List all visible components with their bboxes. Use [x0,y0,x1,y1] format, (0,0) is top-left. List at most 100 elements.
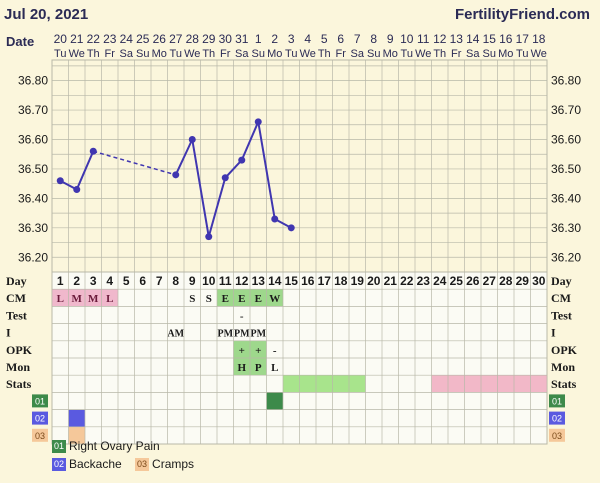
temp-line-segment [240,121,260,161]
opk-value: + [255,345,261,357]
monitor-cell-fill [233,358,250,376]
cm-value: E [222,293,229,305]
row-label-left: CM [6,291,26,305]
cm-value: S [206,293,212,305]
ytick-right: 36.30 [551,221,581,235]
weekday-label: Fr [336,48,347,60]
stats-pink-cell [431,375,448,393]
cycle-day: 7 [156,274,163,288]
weekday-label: Sa [351,48,365,60]
stats-green-cell [349,375,366,393]
weekday-label: We [69,48,85,60]
weekday-label: Tu [54,48,66,60]
date-label: 9 [387,32,394,46]
temp-line-segment [207,177,227,237]
opk-value: - [273,345,277,357]
weekday-label: Th [433,48,446,60]
symptom-code-right: 01 [552,396,562,406]
row-label-left: I [6,326,11,340]
chart-date: Jul 20, 2021 [4,6,89,23]
date-label: 16 [499,32,513,46]
weekday-label: Fr [105,48,116,60]
cycle-day: 14 [268,274,282,288]
cm-value: M [72,293,83,305]
ytick-left: 36.70 [18,103,48,117]
legend-swatch-03: 03 [135,457,150,471]
temp-point [205,233,213,241]
cycle-day: 29 [516,274,530,288]
date-label: 5 [321,32,328,46]
monitor-value: H [237,362,246,374]
temp-point [73,186,81,194]
cm-value: L [106,293,113,305]
stats-pink-cell [481,375,498,393]
date-label: 27 [169,32,183,46]
date-label: 24 [120,32,134,46]
site-name[interactable]: FertilityFriend.com [454,6,590,23]
cycle-day: 28 [499,274,513,288]
weekday-label: We [415,48,431,60]
cm-value: E [255,293,262,305]
cycle-day: 27 [483,274,497,288]
intercourse-value: AM [167,329,184,340]
cm-cell-fill [233,289,250,307]
cycle-day: 20 [367,274,381,288]
opk-value: + [239,345,245,357]
legend-label-03: Cramps [152,456,195,471]
temp-point [238,156,246,164]
cm-cell-fill [101,289,118,307]
ytick-left: 36.50 [18,162,48,176]
cm-cell-fill [85,289,102,307]
temp-line-segment [174,139,194,176]
weekday-label: Sa [466,48,480,60]
cycle-day: 8 [172,274,179,288]
legend-swatch-02: 02 [52,457,66,471]
cm-cell-fill [217,289,234,307]
row-label-left: Stats [6,377,32,391]
cycle-day: 9 [189,274,196,288]
stats-pink-cell [514,375,531,393]
temp-point [287,224,295,232]
cycle-day: 16 [301,274,315,288]
ytick-left: 36.40 [18,191,48,205]
ytick-left: 36.30 [18,221,48,235]
symptom-code-right: 02 [552,414,562,424]
monitor-value: P [255,362,262,374]
cycle-day: 5 [123,274,130,288]
cm-cell-fill [250,289,267,307]
intercourse-value: PM [250,329,266,340]
weekday-label: Mo [152,48,167,60]
weekday-label: Mo [267,48,282,60]
date-label: 23 [103,32,117,46]
cycle-day: 2 [73,274,80,288]
weekday-label: Fr [451,48,462,60]
legend-item-right-ovary-pain: 01 Right Ovary Pain [52,439,160,453]
stats-pink-cell [464,375,481,393]
temp-line-segment [257,121,276,220]
temp-point [271,215,279,223]
weekday-label: Fr [220,48,231,60]
date-row-label: Date [6,34,34,49]
ytick-right: 36.50 [551,162,581,176]
weekday-label: Th [202,48,215,60]
stats-pink-cell [497,375,514,393]
date-label: 31 [235,32,249,46]
weekday-label: Su [367,48,380,60]
date-label: 11 [417,32,430,46]
stats-green-cell [316,375,333,393]
temp-line-gap [93,150,176,176]
cm-cell-fill [52,289,69,307]
weekday-label: Tu [516,48,528,60]
symptom-code-left: 01 [35,396,45,406]
cycle-day: 4 [106,274,113,288]
row-label-right: CM [551,291,571,305]
cycle-day: 23 [417,274,431,288]
weekday-label: Sa [120,48,134,60]
cm-value: S [189,293,195,305]
legend-row-2: 02 Backache 03 Cramps [52,456,204,471]
cycle-day: 24 [433,274,447,288]
row-label-right: I [551,326,556,340]
date-label: 20 [54,32,68,46]
cycle-day: 13 [252,274,266,288]
